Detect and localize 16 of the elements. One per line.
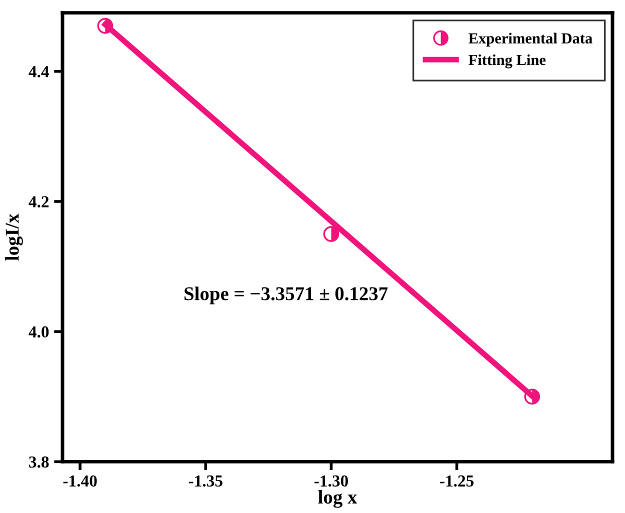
x-tick-label: -1.35 bbox=[188, 475, 222, 487]
x-axis-title: log x bbox=[318, 490, 358, 508]
y-axis-title: logI/x bbox=[5, 214, 23, 261]
legend-label: Fitting Line bbox=[468, 54, 546, 68]
legend-label: Experimental Data bbox=[468, 32, 592, 47]
y-tick-label: 4.0 bbox=[28, 326, 49, 338]
x-tick-label: -1.25 bbox=[440, 475, 474, 487]
point bbox=[323, 226, 340, 242]
annotation: Slope = −3.3571 ± 0.1237 bbox=[184, 286, 388, 304]
y-tick-label: 3.8 bbox=[29, 456, 49, 468]
x-tick-label: -1.40 bbox=[63, 475, 97, 487]
point bbox=[97, 18, 114, 34]
y-tick-label: 4.4 bbox=[28, 66, 49, 78]
x-tick-label: -1.30 bbox=[314, 475, 348, 487]
point bbox=[524, 388, 540, 405]
y-tick-label: 4.2 bbox=[28, 196, 49, 208]
